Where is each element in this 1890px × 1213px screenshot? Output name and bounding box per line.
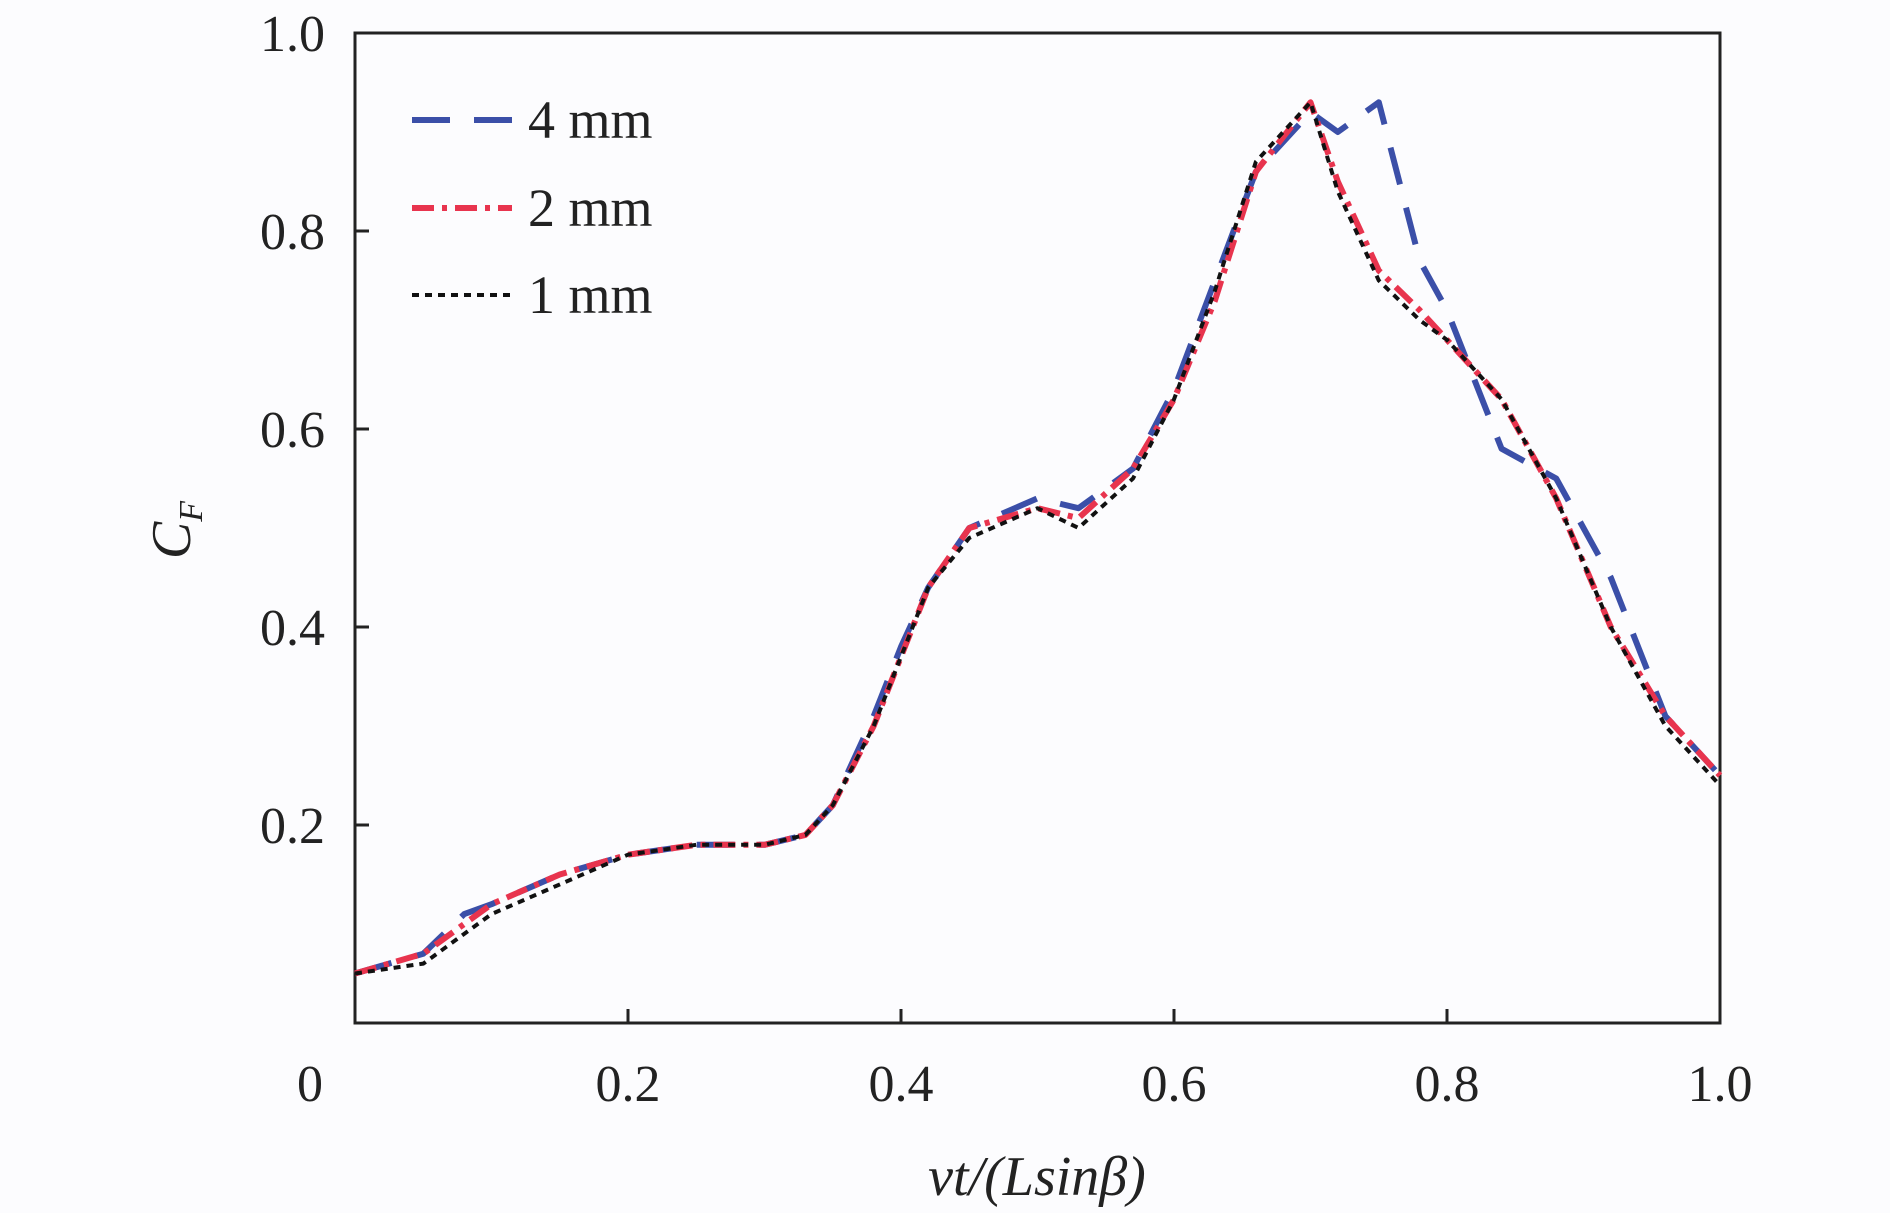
y-axis-title: CF [141,500,210,559]
series-line-4mm [354,99,1723,977]
y-tick-label: 1.0 [260,6,325,63]
legend-label-1mm: 1 mm [528,265,653,325]
legend: 4 mm 2 mm 1 mm [412,90,653,325]
y-tick-label: 0.6 [260,402,325,459]
plot-frame [353,31,1722,1025]
y-tick-label: 0.8 [260,204,325,261]
x-tick-label: 1.0 [1688,1056,1753,1113]
x-tick-label: 0.4 [869,1056,934,1113]
x-tick-label: 0.8 [1415,1056,1480,1113]
x-tick-label: 0.2 [596,1056,661,1113]
series-layer [354,99,1723,977]
x-tick-label: 0 [297,1056,323,1113]
y-tick-label: 0.2 [260,798,325,855]
x-tick-label: 0.6 [1142,1056,1207,1113]
legend-label-4mm: 4 mm [528,90,653,150]
series-line-1mm [354,100,1722,976]
ticks-layer: 0 0.2 0.4 0.6 0.8 1.0 0.2 0.4 0.6 0.8 1.0 [260,6,1753,1113]
legend-label-2mm: 2 mm [528,178,653,238]
y-tick-label: 0.4 [260,600,325,657]
x-axis-title: vt/(Lsinβ) [928,1146,1146,1208]
